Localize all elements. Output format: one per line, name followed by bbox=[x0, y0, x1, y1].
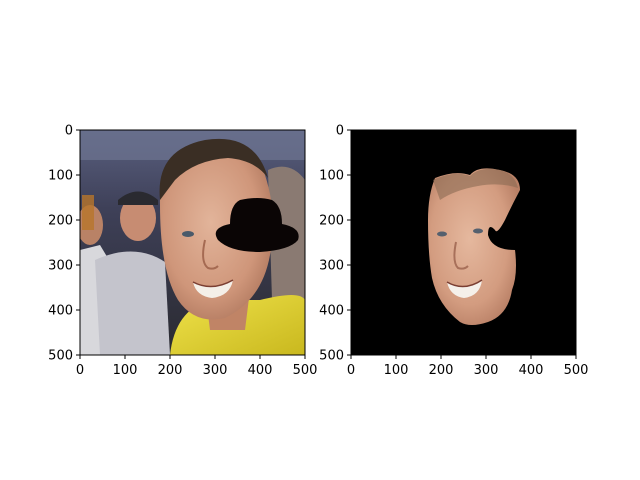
right-xtick-label: 500 bbox=[564, 363, 589, 378]
left-ytick-label: 200 bbox=[48, 214, 73, 229]
right-ytick-label: 200 bbox=[319, 214, 344, 229]
left-axes-frame bbox=[79, 129, 306, 356]
right-ytick-label: 0 bbox=[336, 124, 344, 139]
left-ytick-label: 500 bbox=[48, 349, 73, 364]
right-xtick-label: 100 bbox=[384, 363, 409, 378]
left-xtick-label: 200 bbox=[158, 363, 183, 378]
right-ytick-label: 100 bbox=[319, 169, 344, 184]
right-ytick-label: 300 bbox=[319, 259, 344, 274]
left-xtick-label: 100 bbox=[113, 363, 138, 378]
left-ytick-label: 100 bbox=[48, 169, 73, 184]
left-xtick-label: 300 bbox=[203, 363, 228, 378]
right-image-panel bbox=[351, 130, 576, 355]
right-axes-frame bbox=[350, 129, 577, 356]
right-xtick-label: 200 bbox=[429, 363, 454, 378]
left-xtick-label: 500 bbox=[293, 363, 318, 378]
left-ytick-label: 0 bbox=[65, 124, 73, 139]
right-ytick-label: 400 bbox=[319, 304, 344, 319]
right-xtick-label: 400 bbox=[519, 363, 544, 378]
left-image-panel bbox=[80, 130, 305, 355]
right-xtick-label: 0 bbox=[347, 363, 355, 378]
left-ytick-label: 400 bbox=[48, 304, 73, 319]
left-xtick-label: 400 bbox=[248, 363, 273, 378]
left-xtick-label: 0 bbox=[76, 363, 84, 378]
left-ytick-label: 300 bbox=[48, 259, 73, 274]
right-xtick-label: 300 bbox=[474, 363, 499, 378]
right-ytick-label: 500 bbox=[319, 349, 344, 364]
